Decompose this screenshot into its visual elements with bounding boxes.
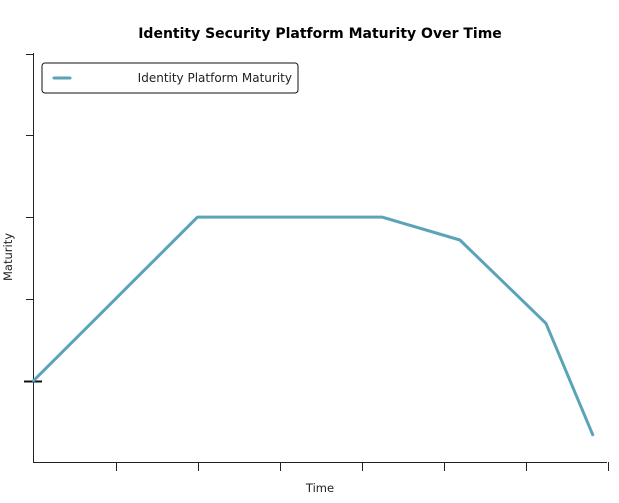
legend-label: Identity Platform Maturity (138, 71, 292, 85)
data-point (458, 238, 462, 242)
data-point (278, 215, 281, 219)
x-axis-label: Time (305, 481, 334, 495)
legend: Identity Platform Maturity (41, 62, 299, 94)
y-ticks (26, 54, 34, 382)
y-axis-label: Maturity (1, 233, 15, 281)
data-point (380, 215, 384, 219)
axes (24, 53, 609, 471)
legend-box (41, 62, 299, 94)
data-point (196, 215, 199, 219)
data-point (32, 379, 35, 382)
data-point (591, 433, 594, 436)
data-point (114, 297, 117, 301)
chart-title: Identity Security Platform Maturity Over… (138, 26, 502, 42)
data-point (544, 322, 548, 325)
x-ticks (116, 462, 609, 471)
series-line (32, 215, 595, 437)
series-layer (32, 215, 595, 437)
